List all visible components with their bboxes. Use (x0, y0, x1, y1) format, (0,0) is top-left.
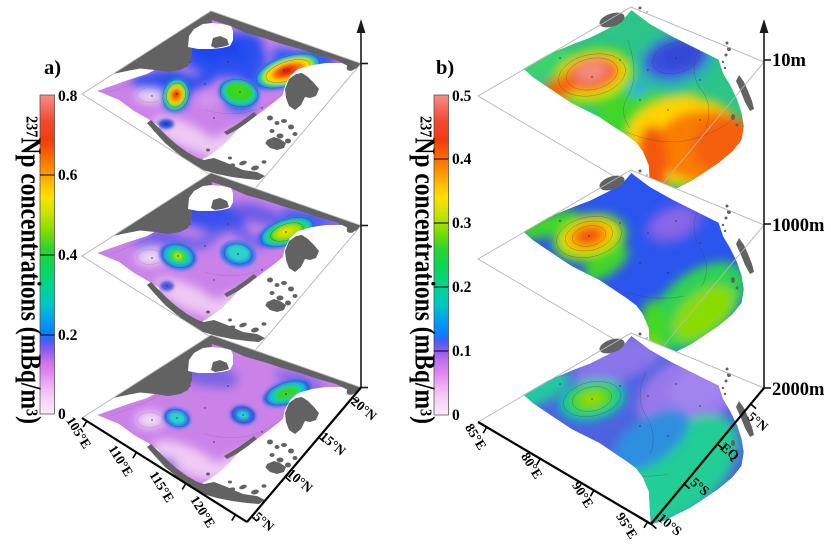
svg-text:b): b) (436, 57, 454, 79)
svg-text:0.1: 0.1 (452, 343, 471, 360)
svg-text:0.3: 0.3 (452, 215, 472, 232)
svg-text:0: 0 (452, 407, 460, 424)
svg-text:0.2: 0.2 (452, 279, 472, 296)
svg-text:a): a) (44, 57, 61, 79)
svg-text:1000m: 1000m (772, 216, 825, 236)
svg-text:0.4: 0.4 (58, 247, 78, 264)
svg-text:10m: 10m (772, 51, 807, 71)
svg-text:0.6: 0.6 (58, 167, 78, 184)
svg-text:0.2: 0.2 (58, 327, 78, 344)
svg-text:0.4: 0.4 (452, 151, 472, 168)
svg-text:0: 0 (58, 406, 66, 423)
svg-text:237Np concentrations (mBq/m3): 237Np concentrations (mBq/m3) (409, 116, 440, 424)
svg-text:2000m: 2000m (772, 380, 825, 400)
svg-text:0.5: 0.5 (452, 88, 472, 105)
svg-text:0.8: 0.8 (58, 88, 78, 105)
svg-text:237Np concentrations (mBq/m3): 237Np concentrations (mBq/m3) (15, 116, 46, 424)
